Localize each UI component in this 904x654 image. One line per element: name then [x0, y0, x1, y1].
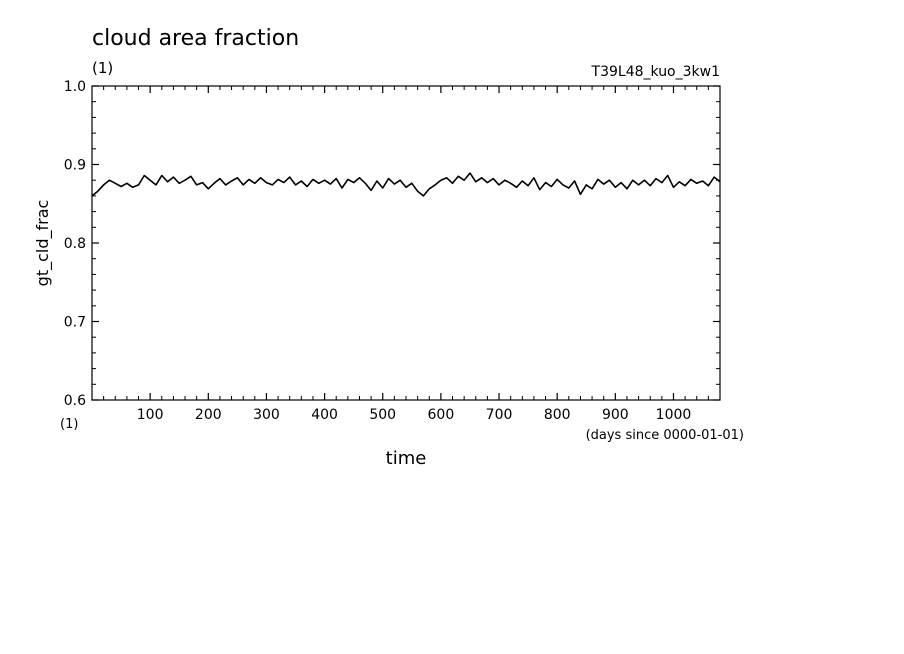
- y-tick-label: 0.7: [64, 315, 86, 331]
- y-axis: 0.6 0.7 0.8 0.9 1.0: [64, 79, 720, 409]
- x-tick-label: 300: [253, 407, 280, 423]
- x-tick-label: 100: [137, 407, 164, 423]
- x-tick-label: 200: [195, 407, 222, 423]
- x-tick-label: 700: [486, 407, 513, 423]
- chart-title: cloud area fraction: [92, 26, 299, 51]
- plot-frame: [91, 85, 721, 401]
- y-tick-label: 0.6: [64, 393, 86, 409]
- y-tick-label: 1.0: [64, 79, 86, 95]
- x-tick-label: 500: [369, 407, 396, 423]
- x-tick-label: 600: [428, 407, 455, 423]
- x-axis: 100 200 300 400 500 600 700 800 900 1000: [103, 86, 709, 423]
- y-units-label: (1): [60, 417, 78, 432]
- x-tick-label: 800: [544, 407, 571, 423]
- series-line: [91, 172, 721, 197]
- x-units-label: (days since 0000-01-01): [586, 428, 744, 443]
- x-tick-label: 900: [602, 407, 629, 423]
- y-axis-title: gt_cld_frac: [33, 200, 53, 287]
- experiment-label: T39L48_kuo_3kw1: [591, 64, 720, 80]
- x-axis-title: time: [386, 448, 427, 469]
- x-tick-label: 1000: [656, 407, 692, 423]
- y-tick-label: 0.9: [64, 158, 86, 174]
- title-units: (1): [92, 59, 113, 77]
- x-tick-label: 400: [311, 407, 338, 423]
- y-tick-label: 0.8: [64, 236, 86, 252]
